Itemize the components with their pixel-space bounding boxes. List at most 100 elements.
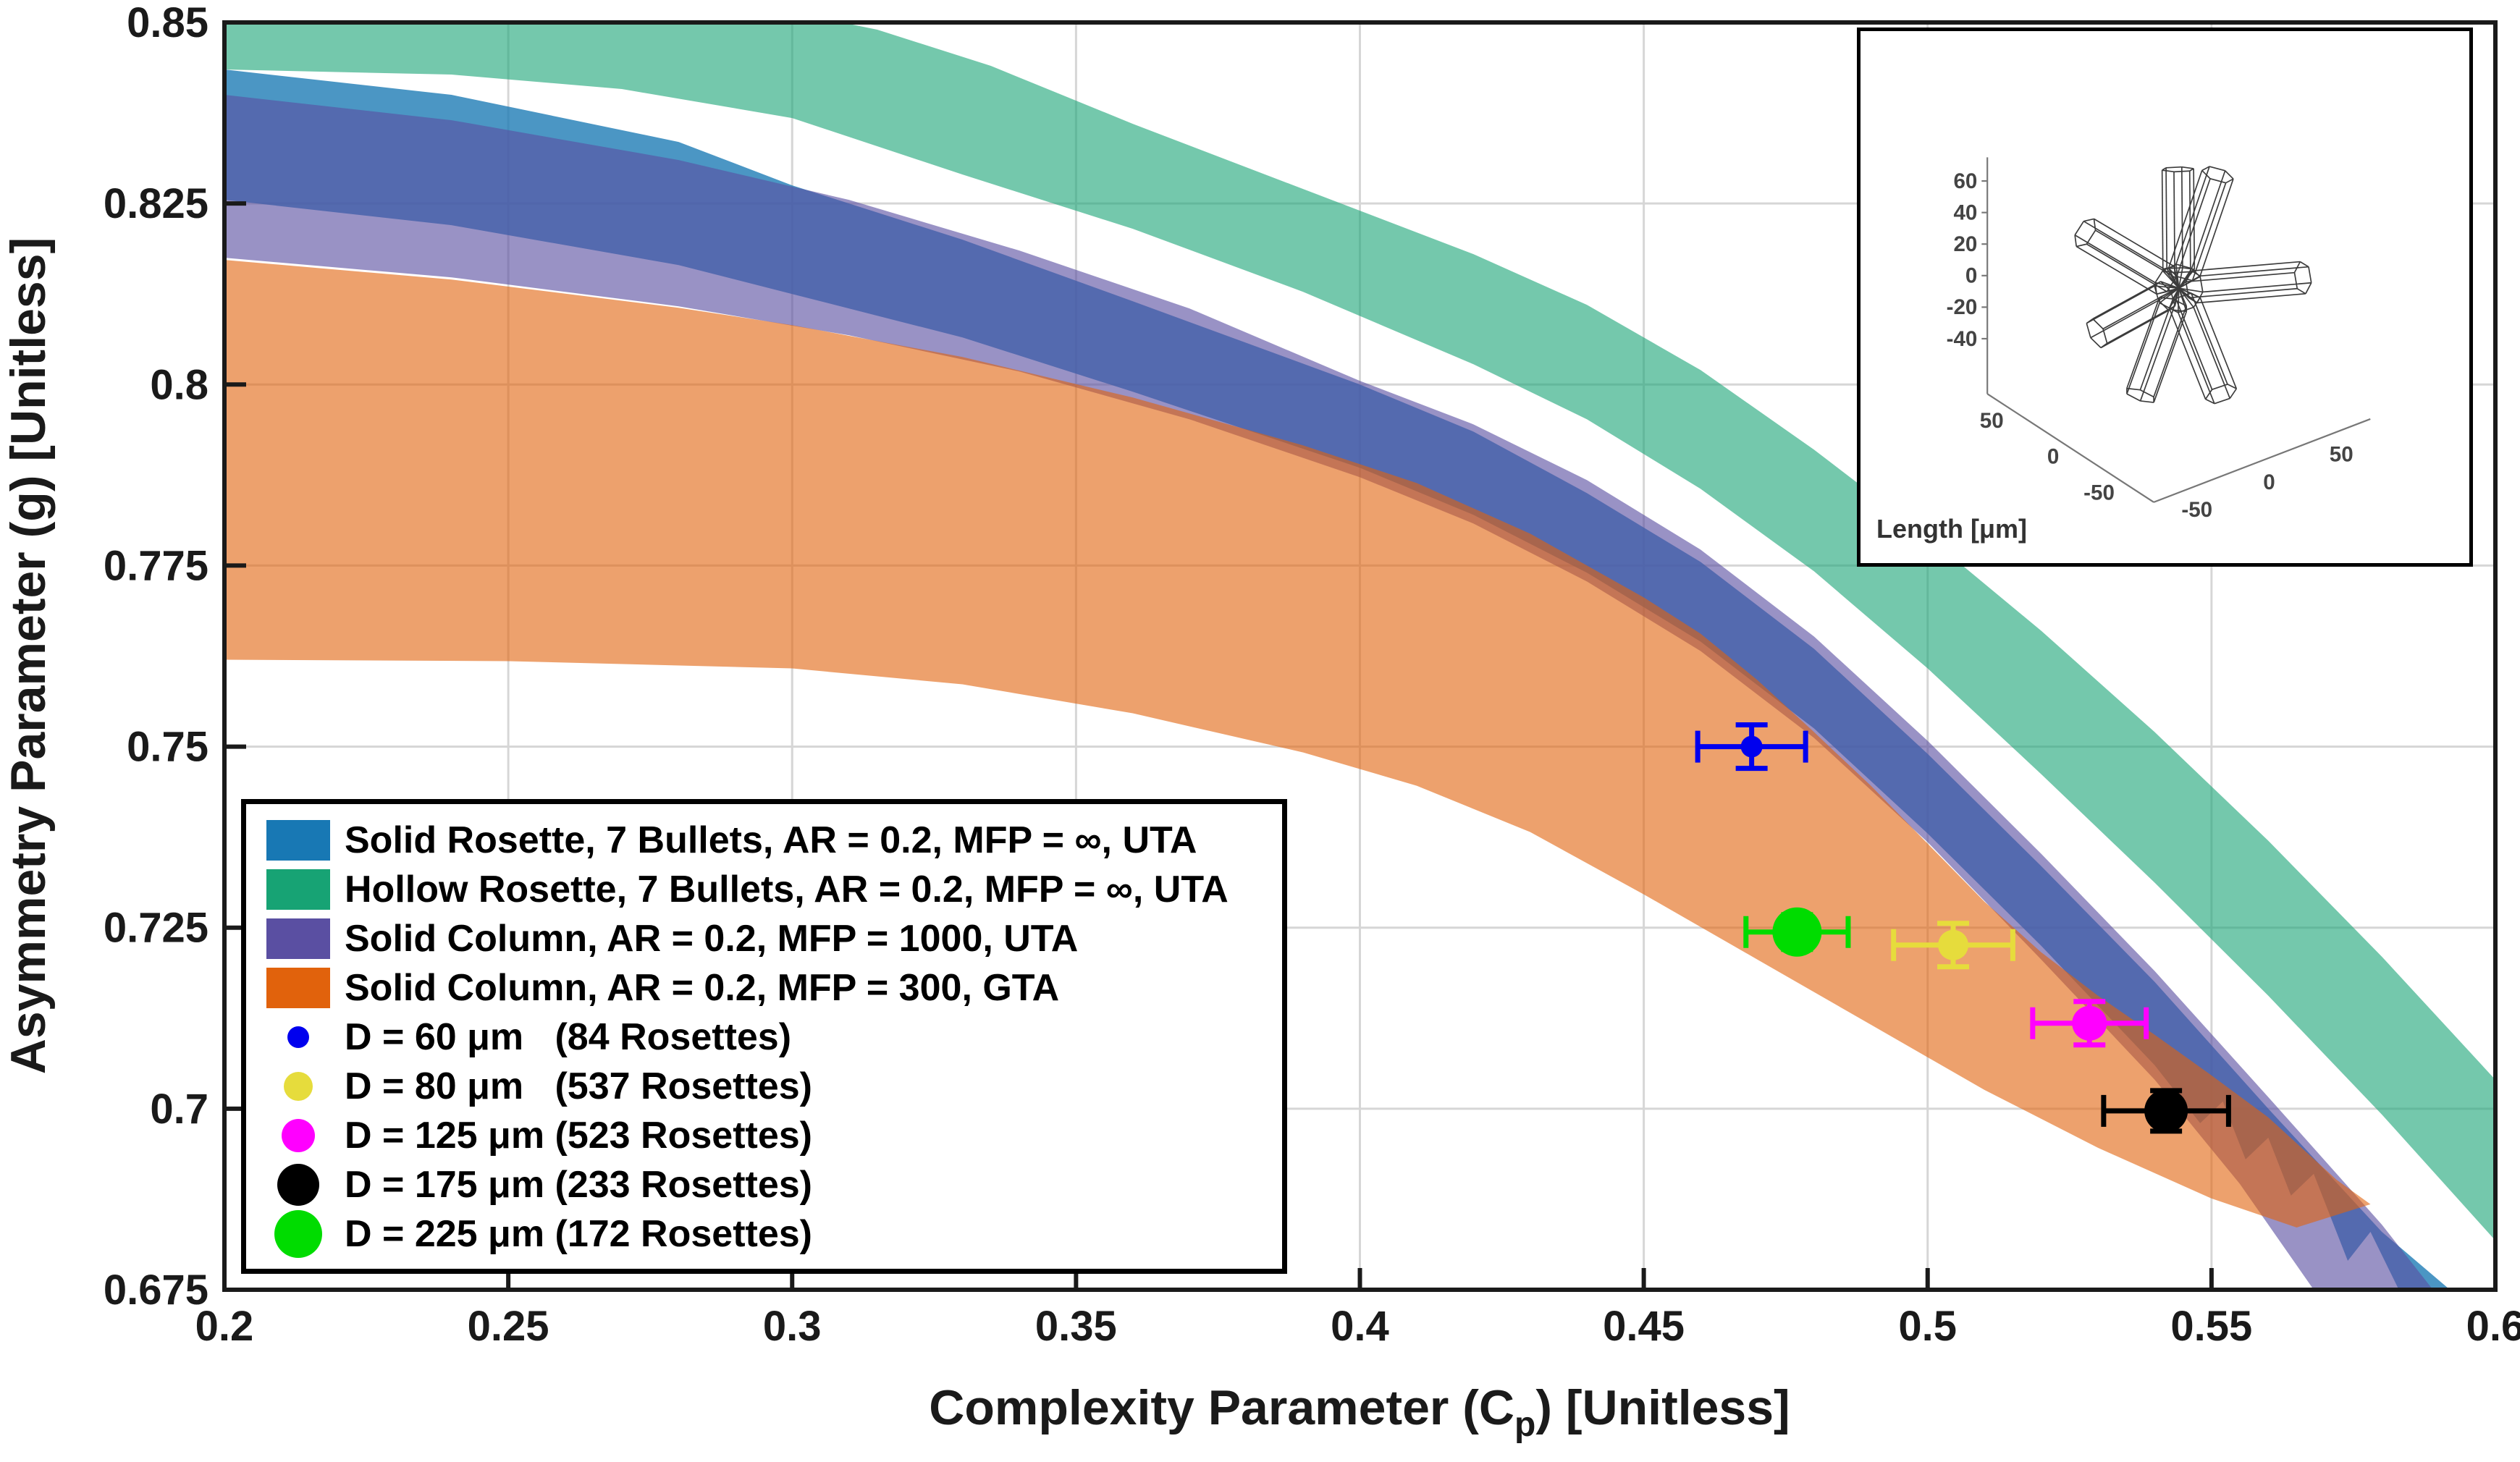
rosette-edge — [2164, 266, 2175, 270]
y-axis-label: Asymmetry Parameter (g) [Unitless] — [1, 237, 56, 1074]
rosette-edge — [2180, 166, 2183, 268]
legend-item: D = 175 μm (233 Rosettes) — [262, 1160, 1266, 1209]
legend-swatch — [262, 869, 334, 910]
rosette-edge — [2178, 267, 2183, 289]
rosette-edge — [2154, 285, 2159, 301]
y-tick-label: 0.7 — [150, 1086, 208, 1133]
inset-x-tick-label: 50 — [1980, 409, 2004, 433]
rosette-edge — [2175, 166, 2210, 265]
legend-swatch — [262, 1119, 334, 1152]
legend-patch-swatch — [266, 820, 330, 861]
rosette-edge — [2225, 170, 2234, 179]
rosette-edge — [2158, 287, 2180, 301]
legend-item: D = 80 μm (537 Rosettes) — [262, 1062, 1266, 1111]
legend-dot-swatch — [284, 1072, 313, 1101]
rosette-edge — [2094, 218, 2175, 267]
legend-item: D = 225 μm (172 Rosettes) — [262, 1209, 1266, 1259]
rosette-edge — [2205, 398, 2215, 405]
rosette-edge — [2107, 305, 2175, 345]
inset-z-tick-label: 60 — [1953, 169, 1977, 193]
rosette-edge — [2140, 400, 2154, 403]
data-point-group — [2030, 999, 2149, 1048]
rosette-edge — [2181, 166, 2194, 169]
rosette-edge — [2199, 178, 2234, 277]
legend-item: Solid Column, AR = 0.2, MFP = 300, GTA — [262, 963, 1266, 1013]
legend: Solid Rosette, 7 Bullets, AR = 0.2, MFP … — [241, 799, 1287, 1274]
rosette-edge — [2199, 266, 2309, 277]
rosette-edge — [2209, 178, 2226, 184]
rosette-edge — [2201, 169, 2211, 179]
y-tick-label: 0.85 — [127, 0, 208, 46]
legend-label: Solid Column, AR = 0.2, MFP = 300, GTA — [345, 967, 1060, 1009]
rosette-edge — [2191, 261, 2301, 272]
data-point-marker — [2144, 1089, 2188, 1133]
rosette-edge — [2160, 281, 2172, 292]
rosette-edge — [2086, 229, 2097, 245]
x-tick-label: 0.55 — [2170, 1303, 2252, 1350]
legend-label: D = 80 μm (537 Rosettes) — [345, 1065, 812, 1107]
legend-dot-swatch — [277, 1164, 319, 1206]
rosette-edge — [2191, 182, 2227, 281]
rosette-edge — [2212, 384, 2228, 390]
rosette-edge — [2162, 169, 2175, 173]
rosette-edge — [2178, 281, 2187, 289]
rosette-edge — [2191, 292, 2228, 385]
rosette-edge — [2170, 291, 2176, 306]
legend-label: D = 125 μm (523 Rosettes) — [345, 1115, 812, 1157]
legend-label: Solid Rosette, 7 Bullets, AR = 0.2, MFP … — [345, 819, 1197, 861]
rosette-edge — [2076, 245, 2157, 295]
y-tick-label: 0.8 — [150, 361, 208, 408]
rosette-edge — [2308, 266, 2312, 283]
rosette-edge — [2100, 310, 2170, 349]
legend-swatch — [262, 1026, 334, 1048]
legend-item: D = 60 μm (84 Rosettes) — [262, 1013, 1266, 1062]
inset-z-tick-label: -40 — [1947, 327, 1978, 351]
data-point-marker — [1938, 929, 1969, 960]
inset-axis-label: Length [μm] — [1876, 514, 2027, 544]
data-point-marker — [2072, 1005, 2107, 1041]
rosette-edge — [2126, 387, 2141, 391]
rosette-edge — [2199, 276, 2204, 292]
rosette-edge — [2186, 271, 2295, 283]
x-tick-label: 0.3 — [763, 1303, 822, 1350]
rosette-edge — [2177, 288, 2180, 313]
legend-label: D = 225 μm (172 Rosettes) — [345, 1213, 812, 1255]
rosette-edge — [2188, 171, 2191, 272]
rosette-edge — [2178, 312, 2215, 404]
rosette-edge — [2296, 288, 2306, 295]
inset-z-tick-label: 0 — [1965, 264, 1977, 288]
y-tick-label: 0.775 — [104, 542, 208, 589]
rosette-edge — [2086, 243, 2167, 292]
rosette-edge — [2196, 292, 2306, 304]
rosette-edge — [2083, 218, 2094, 222]
rosette-edge — [2189, 168, 2194, 172]
rosette-edge — [2163, 268, 2180, 289]
legend-swatch — [262, 1164, 334, 1206]
rosette-edge — [2139, 389, 2154, 398]
rosette-edge — [2209, 166, 2225, 172]
band-area — [224, 260, 2371, 1228]
x-tick-label: 0.45 — [1603, 1303, 1685, 1350]
data-point-group — [2101, 1088, 2231, 1134]
inset-x-tick-label: 0 — [2047, 445, 2059, 469]
rosette-edge — [2126, 393, 2141, 402]
legend-patch-swatch — [266, 968, 330, 1008]
rosette-edge — [2173, 298, 2187, 307]
rosette-edge — [2159, 297, 2173, 300]
x-tick-label: 0.6 — [2466, 1303, 2520, 1350]
rosette-edge — [2173, 170, 2190, 173]
rosette-edge — [2139, 309, 2174, 402]
rosette-edge — [2191, 170, 2226, 269]
rosette-edge — [2175, 298, 2213, 390]
rosette-edge — [2126, 297, 2160, 389]
inset-z-tick-label: -20 — [1947, 295, 1978, 319]
legend-patch-swatch — [266, 869, 330, 910]
legend-label: Hollow Rosette, 7 Bullets, AR = 0.2, MFP… — [345, 869, 1229, 910]
legend-swatch — [262, 1072, 334, 1101]
rosette-edge — [2188, 287, 2298, 299]
inset-y-tick-label: 0 — [2263, 470, 2275, 494]
legend-swatch — [262, 918, 334, 959]
rosette-edge — [2175, 271, 2191, 274]
rosette-edge — [2193, 307, 2231, 399]
rosette-edge — [2168, 287, 2180, 311]
